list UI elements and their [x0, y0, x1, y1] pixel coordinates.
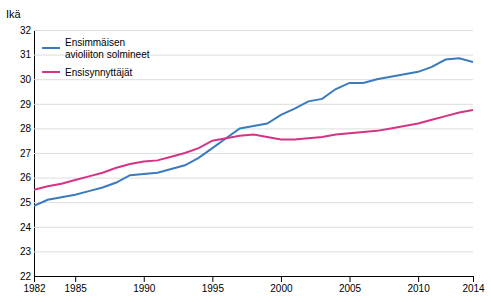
line [34, 58, 473, 206]
y-tick: 25 [20, 197, 473, 208]
legend-swatch [42, 47, 60, 49]
x-tick-label: 2000 [270, 283, 293, 294]
y-axis: 22 23 24 25 26 27 28 29 30 31 32 [20, 25, 473, 282]
y-tick: 26 [20, 172, 473, 183]
y-tick-label: 27 [20, 148, 32, 159]
x-tick-label: 2014 [462, 283, 485, 294]
legend-label: Ensimmäisenavioliiton solmineet [65, 37, 150, 60]
y-axis-label: Ikä [6, 8, 22, 20]
y-tick-label: 24 [20, 222, 32, 233]
y-tick: 24 [20, 222, 473, 233]
x-tick: 2000 [270, 276, 293, 294]
y-tick-label: 25 [20, 197, 32, 208]
x-tick: 1982 [23, 276, 46, 294]
line [34, 110, 473, 190]
grid-line [34, 104, 473, 105]
y-tick: 23 [20, 246, 473, 257]
y-tick-label: 22 [20, 271, 32, 282]
tick-mark [34, 276, 35, 282]
y-tick: 22 [20, 271, 473, 282]
x-tick: 1985 [65, 276, 88, 294]
x-tick-label: 2010 [408, 283, 431, 294]
grid-line [34, 178, 473, 179]
y-tick-label: 32 [20, 25, 32, 36]
grid-line [34, 30, 473, 31]
tick-mark [418, 276, 419, 282]
legend: Ensimmäisenavioliiton solmineet Ensisynny… [42, 37, 150, 78]
tick-mark [144, 276, 145, 282]
legend-item: Ensisynnyttäjät [42, 67, 132, 78]
x-tick: 1990 [133, 276, 156, 294]
x-tick-label: 1982 [23, 283, 46, 294]
x-tick-label: 1995 [202, 283, 225, 294]
grid-line [34, 128, 473, 129]
x-tick-label: 1990 [133, 283, 156, 294]
y-tick-label: 31 [20, 49, 32, 60]
y-tick: 29 [20, 99, 473, 110]
y-axis-line [35, 31, 474, 277]
plot-area: 22 23 24 25 26 27 28 29 30 31 32 1982 1985 1990 1995 20… [20, 25, 485, 294]
grid-line [34, 202, 473, 203]
tick-mark [281, 276, 282, 282]
y-tick-label: 26 [20, 172, 32, 183]
y-tick-label: 30 [20, 74, 32, 85]
x-tick: 1995 [202, 276, 225, 294]
grid-line [34, 227, 473, 228]
lines [34, 58, 473, 206]
y-tick-label: 23 [20, 246, 32, 257]
y-tick: 27 [20, 148, 473, 159]
y-tick: 28 [20, 123, 473, 134]
x-tick: 2005 [339, 276, 362, 294]
legend-swatch [42, 71, 60, 73]
chart: 22 23 24 25 26 27 28 29 30 31 32 1982 1985 1990 1995 20… [0, 0, 491, 302]
grid-line [34, 251, 473, 252]
grid-line [34, 79, 473, 80]
tick-mark [473, 276, 474, 282]
y-tick: 32 [20, 25, 473, 36]
y-tick-label: 29 [20, 99, 32, 110]
y-tick-label: 28 [20, 123, 32, 134]
x-tick: 2010 [408, 276, 431, 294]
x-tick-label: 2005 [339, 283, 362, 294]
tick-mark [75, 276, 76, 282]
legend-item: Ensimmäisenavioliiton solmineet [42, 37, 150, 60]
tick-mark [212, 276, 213, 282]
x-axis-line [35, 277, 474, 283]
grid-line [34, 153, 473, 154]
x-tick-label: 1985 [65, 283, 88, 294]
x-axis: 1982 1985 1990 1995 2000 2005 2010 2014 [23, 276, 485, 294]
x-tick: 2014 [462, 276, 485, 294]
y-tick: 31 [20, 49, 473, 60]
legend-label: Ensisynnyttäjät [65, 67, 132, 78]
tick-mark [350, 276, 351, 282]
